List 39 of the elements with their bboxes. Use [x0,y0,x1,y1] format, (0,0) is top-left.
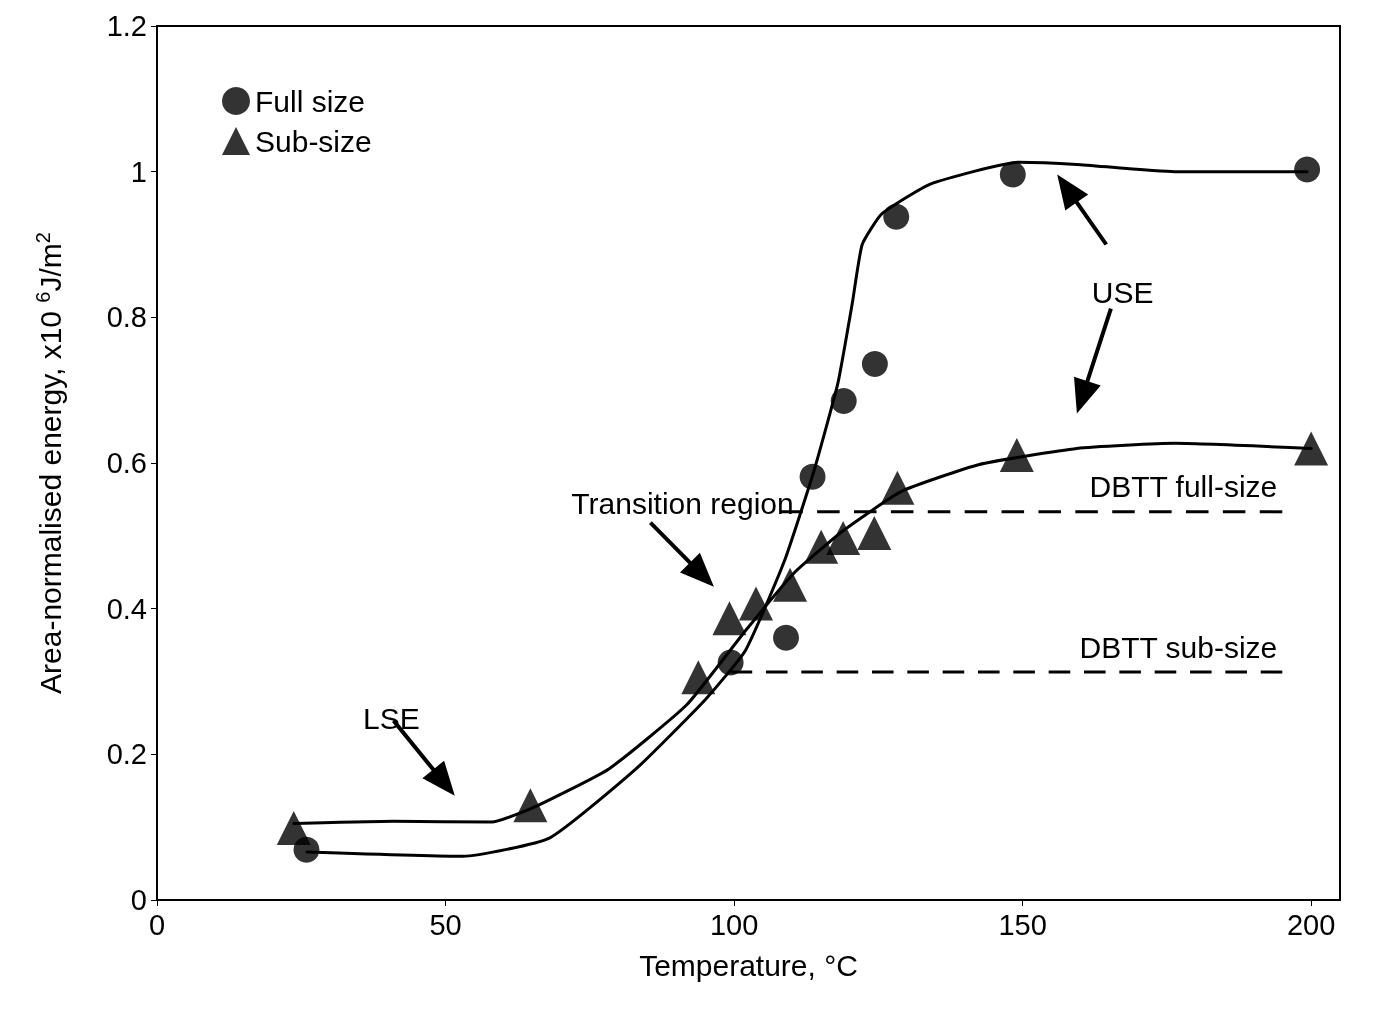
point [717,649,744,676]
point [883,203,910,230]
point [739,586,773,621]
point [773,567,808,602]
point [513,788,548,823]
y-tick-label: 1.2 [106,10,147,42]
point [857,515,892,550]
x-axis-title: Temperature, °C [639,948,858,982]
point [999,437,1034,472]
annotation: Transition region [571,486,794,520]
x-tick-label: 100 [709,908,759,941]
y-tick-label: 0.8 [106,301,147,334]
legend-label: Full size [255,84,366,118]
series-label: DBTT full-size [1089,470,1278,504]
x-tick-label: 50 [429,908,462,941]
y-tick-label: 0.2 [106,738,147,771]
legend-label: Sub-size [255,124,372,158]
y-tick-label: 1 [130,155,147,188]
point [773,624,800,651]
point [830,388,857,415]
point [826,521,861,556]
point [999,161,1026,188]
annotation: USE [1091,275,1154,309]
point [1294,156,1321,183]
y-tick-label: 0 [130,884,147,916]
point [681,660,716,695]
x-tick-label: 150 [998,908,1047,941]
annotation: LSE [363,701,420,735]
point [861,350,888,377]
point [804,529,839,564]
series-label: DBTT sub-size [1079,630,1278,664]
y-tick-label: 0.6 [106,447,147,479]
point [880,470,915,505]
point [276,810,311,845]
point [799,463,826,490]
y-tick-label: 0.4 [106,592,147,625]
x-tick-label: 200 [1286,908,1336,941]
point [712,601,747,636]
point [1294,431,1329,466]
